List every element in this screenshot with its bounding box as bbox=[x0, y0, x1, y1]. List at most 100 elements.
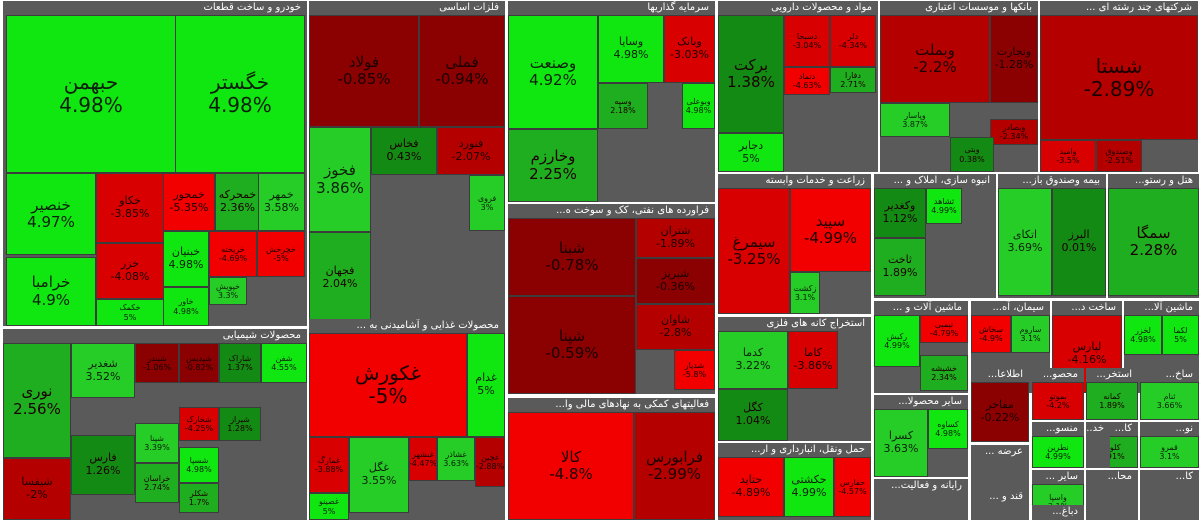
sector-finance[interactable]: فعالیتهای کمکی به نهادهای مالی وا... کالا… bbox=[508, 398, 715, 520]
stock-tile[interactable]: ثاخت 1.89% bbox=[874, 238, 926, 296]
stock-tile[interactable]: سیمرغ -3.25% bbox=[718, 188, 790, 314]
stock-tile[interactable]: نوری 2.56% bbox=[3, 343, 71, 458]
stock-tile[interactable]: شیفسا -2% bbox=[3, 458, 71, 520]
stock-tile[interactable]: لکما 5% bbox=[1162, 315, 1199, 355]
sector-textile[interactable]: منسو... نطرین 4.99% bbox=[1032, 422, 1084, 468]
stock-tile[interactable]: وسپه 2.18% bbox=[598, 83, 648, 129]
stock-tile[interactable]: فولاد -0.85% bbox=[309, 15, 419, 127]
stock-tile[interactable]: دتماد -4.63% bbox=[784, 67, 830, 95]
stock-tile[interactable]: دجابر 5% bbox=[718, 133, 784, 172]
stock-tile[interactable]: فارس 1.26% bbox=[71, 435, 135, 495]
stock-tile[interactable]: دلر -4.34% bbox=[830, 15, 876, 67]
stock-tile[interactable]: شتران -1.89% bbox=[636, 218, 715, 258]
sector-multi[interactable]: شرکتهای چند رشته ای ... شستا -2.89% وامید -3… bbox=[1040, 1, 1198, 172]
stock-tile[interactable]: غشاذر 3.63% bbox=[437, 437, 475, 481]
stock-tile[interactable]: خگستر 4.98% bbox=[175, 15, 305, 173]
stock-tile[interactable]: خمحور -5.35% bbox=[163, 173, 215, 231]
stock-tile[interactable]: خرامبا 4.9% bbox=[6, 257, 96, 326]
sector-products[interactable]: سایر محصولا... کسرا 3.63% کساوه 4.98% bbox=[874, 395, 968, 477]
stock-tile[interactable]: وبوعلی 4.98% bbox=[682, 83, 715, 129]
stock-tile[interactable]: شبریز -0.36% bbox=[636, 258, 715, 304]
stock-tile[interactable]: غکورش -5% bbox=[309, 333, 467, 437]
stock-tile[interactable]: ثشاهد 4.99% bbox=[926, 188, 962, 224]
stock-tile[interactable]: غگل 3.55% bbox=[349, 437, 409, 513]
stock-tile[interactable]: نطرین 4.99% bbox=[1032, 436, 1084, 468]
stock-tile[interactable]: غچین -2.88% bbox=[475, 437, 505, 487]
stock-tile[interactable]: شفن 4.55% bbox=[261, 343, 307, 383]
sector-transport[interactable]: حمل ونقل، انبارداری و ار... حتاید -4.89% حک… bbox=[718, 443, 871, 520]
stock-tile[interactable]: خنصیر 4.97% bbox=[6, 173, 96, 255]
sector-invest[interactable]: سرمایه گذاریها وصنعت 4.92% وسایا 4.98% وبانک -… bbox=[508, 1, 715, 202]
stock-tile[interactable]: وبصادر -2.34% bbox=[990, 119, 1038, 145]
stock-tile[interactable]: خچرخش -5% bbox=[257, 231, 305, 277]
sector-kh[interactable]: خد... bbox=[1086, 422, 1110, 468]
stock-tile[interactable]: کسرا 3.63% bbox=[874, 409, 928, 477]
stock-tile[interactable]: دفارا 2.71% bbox=[830, 67, 876, 93]
stock-tile[interactable]: غدام 5% bbox=[467, 333, 505, 437]
stock-tile[interactable]: شبنا -0.78% bbox=[508, 218, 636, 296]
stock-tile[interactable]: خکاو -3.85% bbox=[96, 173, 164, 243]
stock-tile[interactable]: وکغدیر 1.12% bbox=[874, 188, 926, 238]
stock-tile[interactable]: وپاسار 3.87% bbox=[880, 103, 950, 137]
sector-ka[interactable]: کا... bbox=[1140, 470, 1199, 520]
sector-bank[interactable]: بانکها و موسسات اعتباری وبملت -2.2% وتجارت -… bbox=[880, 1, 1038, 172]
stock-tile[interactable]: اتکای 3.69% bbox=[998, 188, 1052, 296]
stock-tile[interactable]: خشیشه 2.34% bbox=[920, 355, 968, 391]
sector-metal[interactable]: فلزات اساسی فولاد -0.85% فملی -0.94% فخوز 3.86… bbox=[309, 1, 505, 323]
sector-no[interactable]: نو... قمرو 3.1% bbox=[1140, 422, 1199, 468]
stock-tile[interactable]: فخاس 0.43% bbox=[371, 127, 437, 175]
stock-tile[interactable]: فروی 3% bbox=[469, 175, 505, 231]
stock-tile[interactable]: سمگا 2.28% bbox=[1108, 188, 1199, 296]
sector-radio[interactable]: رایانه و فعالیت... bbox=[874, 479, 968, 520]
stock-tile[interactable]: شپنا 3.39% bbox=[135, 423, 179, 463]
stock-tile[interactable]: بموتو -4.2% bbox=[1032, 382, 1084, 420]
stock-tile[interactable]: خاور 4.98% bbox=[163, 287, 209, 326]
stock-tile[interactable]: لخزر 4.98% bbox=[1124, 315, 1162, 355]
stock-tile[interactable]: وبتی 0.38% bbox=[950, 137, 994, 172]
stock-tile[interactable]: غصینو 5% bbox=[309, 493, 349, 520]
stock-tile[interactable]: ساروم 3.1% bbox=[1011, 315, 1050, 353]
stock-tile[interactable]: برکت 1.38% bbox=[718, 15, 784, 133]
stock-tile[interactable]: البرز 0.01% bbox=[1052, 188, 1106, 296]
stock-tile[interactable]: شیراز 1.28% bbox=[219, 407, 261, 441]
stock-tile[interactable]: شستا -2.89% bbox=[1040, 15, 1198, 140]
stock-tile[interactable]: فجهان 2.04% bbox=[309, 232, 371, 323]
stock-tile[interactable]: شپدیس -0.82% bbox=[179, 343, 219, 383]
stock-tile[interactable]: کدما 3.22% bbox=[718, 331, 788, 389]
stock-tile[interactable]: وامید -3.5% bbox=[1040, 140, 1096, 172]
sector-hotel[interactable]: هتل و رستو... سمگا 2.28% bbox=[1108, 174, 1199, 298]
sector-realestate[interactable]: انبوه سازی، املاک و ... وکغدیر 1.12% ثشاهد 4… bbox=[874, 174, 996, 298]
stock-tile[interactable]: حکشتی 4.99% bbox=[784, 457, 834, 517]
stock-tile[interactable]: دسبحا -3.04% bbox=[784, 15, 830, 67]
stock-tile[interactable]: فملی -0.94% bbox=[419, 15, 505, 127]
stock-tile[interactable]: خراسان 2.74% bbox=[135, 463, 179, 503]
stock-tile[interactable]: سپید -4.99% bbox=[790, 188, 871, 272]
stock-tile[interactable]: وبملت -2.2% bbox=[880, 15, 990, 103]
stock-tile[interactable]: وبانک -3.03% bbox=[664, 15, 715, 83]
stock-tile[interactable]: خمهر 3.58% bbox=[258, 173, 305, 231]
stock-tile[interactable]: فرابورس -2.99% bbox=[634, 412, 715, 520]
sector-mining[interactable]: استخراج کانه های فلزی کدما 3.22% کاما -3.86%… bbox=[718, 317, 871, 441]
stock-tile[interactable]: شپنا -0.59% bbox=[508, 296, 636, 394]
sector-food[interactable]: محصولات غذایی و آشامیدنی به ... غکورش -5% غ… bbox=[309, 319, 505, 520]
stock-tile[interactable]: حتاید -4.89% bbox=[718, 457, 784, 517]
stock-tile[interactable]: خریخته -4.69% bbox=[209, 231, 257, 277]
stock-tile[interactable]: کاما -3.86% bbox=[788, 331, 838, 389]
stock-tile[interactable]: خکمک 5% bbox=[96, 299, 164, 326]
stock-tile[interactable]: شدپار -5.8% bbox=[674, 350, 715, 390]
stock-tile[interactable]: رکیش 4.99% bbox=[874, 315, 920, 367]
sector-machinery[interactable]: ماشین آلات و ... رکیش 4.99% تپمپی -4.79% خشیش… bbox=[874, 301, 968, 393]
stock-tile[interactable]: زکشت 3.1% bbox=[790, 272, 820, 314]
stock-tile[interactable]: کگل 1.04% bbox=[718, 389, 788, 441]
stock-tile[interactable]: فنورد -2.07% bbox=[437, 127, 505, 175]
stock-tile[interactable]: وصنعت 4.92% bbox=[508, 15, 598, 129]
stock-tile[interactable]: شخارک -4.25% bbox=[179, 407, 219, 441]
sector-chem[interactable]: محصولات شیمیایی نوری 2.56% شغدیر 3.52% شبندر -… bbox=[3, 329, 307, 520]
stock-tile[interactable]: ثنام 3.66% bbox=[1140, 382, 1199, 420]
stock-tile[interactable]: حبهمن 4.98% bbox=[6, 15, 176, 173]
stock-tile[interactable]: وخارزم 2.25% bbox=[508, 129, 598, 202]
stock-tile[interactable]: غبشهر -4.47% bbox=[409, 437, 437, 481]
stock-tile[interactable]: شاوان -2.8% bbox=[636, 304, 715, 350]
stock-tile[interactable]: کالا -4.8% bbox=[508, 412, 634, 520]
stock-tile[interactable]: خبنیان 4.98% bbox=[163, 231, 209, 287]
